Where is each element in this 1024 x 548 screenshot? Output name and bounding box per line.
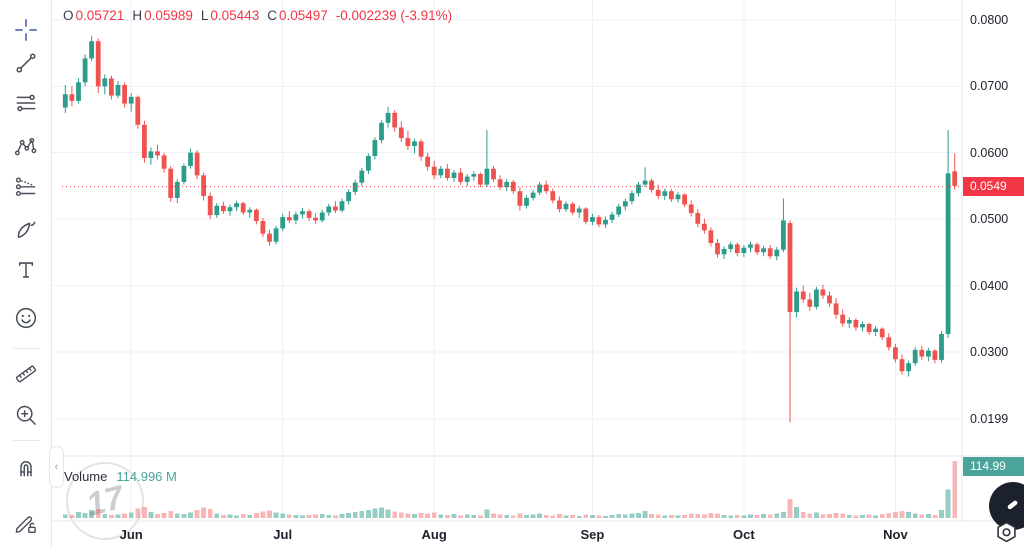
- pane-separators: [52, 0, 1024, 522]
- settings-gear-icon[interactable]: [993, 520, 1020, 545]
- toolbar-collapse-handle[interactable]: ‹: [49, 446, 64, 488]
- fib-lines-icon: [16, 94, 36, 112]
- brush-icon: [17, 221, 36, 239]
- tool-brush[interactable]: [8, 212, 44, 248]
- tool-trend-line[interactable]: [8, 45, 44, 81]
- high-value: 0.05989: [144, 8, 193, 23]
- time-tick-label: Oct: [733, 527, 755, 542]
- price-tick-label: 0.0600: [970, 145, 1009, 160]
- price-tick-label: 0.0500: [970, 212, 1009, 227]
- change-value: -0.002239 (-3.91%): [335, 8, 453, 23]
- time-tick-label: Nov: [883, 527, 908, 542]
- time-tick-label: Sep: [580, 527, 605, 542]
- time-tick-label: Jun: [119, 527, 143, 542]
- zoom-in-icon: [16, 405, 36, 425]
- candlestick-series[interactable]: [62, 35, 958, 423]
- tool-forecast[interactable]: [8, 169, 44, 205]
- forecast-icon: [15, 177, 36, 197]
- close-value: 0.05497: [278, 8, 328, 23]
- time-tick-label: Aug: [421, 527, 447, 542]
- low-value: 0.05443: [210, 8, 260, 23]
- time-tick-label: Jul: [273, 527, 293, 542]
- last-price-value: 0.0549: [970, 179, 1007, 194]
- volume-series[interactable]: [62, 461, 958, 518]
- price-tick-label: 0.0400: [970, 278, 1009, 293]
- tool-text[interactable]: [8, 252, 44, 288]
- toolbar-divider: [13, 440, 39, 441]
- price-tick-label: 0.0700: [970, 79, 1009, 94]
- tool-crosshair[interactable]: [8, 12, 44, 48]
- open-label: O: [63, 8, 74, 23]
- toolbar-divider: [13, 348, 39, 349]
- pencil-lock-icon: [15, 516, 36, 534]
- low-label: L: [200, 8, 209, 23]
- volume-value: 114.996 M: [116, 469, 177, 484]
- last-price-label: 0.0549: [963, 177, 1024, 197]
- volume-axis-value: 114.99: [970, 459, 1006, 473]
- magnet-icon: [20, 461, 32, 477]
- xabcd-pattern-icon: [14, 137, 37, 156]
- text-icon: [18, 262, 34, 278]
- open-value: 0.05721: [75, 8, 125, 23]
- close-label: C: [267, 8, 277, 23]
- drawing-toolbar: [0, 0, 52, 548]
- tool-emoji[interactable]: [8, 300, 44, 336]
- volume-title: Volume: [64, 469, 108, 484]
- floating-action-button[interactable]: [985, 481, 1024, 533]
- price-tick-label: 0.0800: [970, 12, 1009, 27]
- tool-xabcd-pattern[interactable]: [8, 129, 44, 165]
- chevron-left-icon: ‹: [54, 461, 59, 473]
- ruler-icon: [15, 365, 37, 383]
- smiley-icon: [15, 307, 37, 329]
- tool-drawing-lock[interactable]: [8, 505, 44, 541]
- tool-horizontal-lines[interactable]: [8, 85, 44, 121]
- tool-ruler[interactable]: [8, 356, 44, 392]
- ohlc-legend: O 0.05721 H 0.05989 L 0.05443 C 0.05497 -0.0…: [63, 8, 452, 23]
- trend-line-icon: [16, 53, 36, 73]
- tool-zoom-in[interactable]: [8, 397, 44, 433]
- price-tick-label: 0.0300: [970, 344, 1009, 359]
- tool-magnet[interactable]: [8, 449, 44, 485]
- volume-axis-label: 114.99: [963, 457, 1024, 476]
- crosshair-icon: [15, 19, 37, 41]
- price-tick-label: 0.0199: [970, 412, 1009, 426]
- volume-legend: Volume 114.996 M: [64, 469, 177, 484]
- high-label: H: [132, 8, 143, 23]
- gridlines: [52, 0, 962, 518]
- fab-glyph: [1007, 500, 1018, 510]
